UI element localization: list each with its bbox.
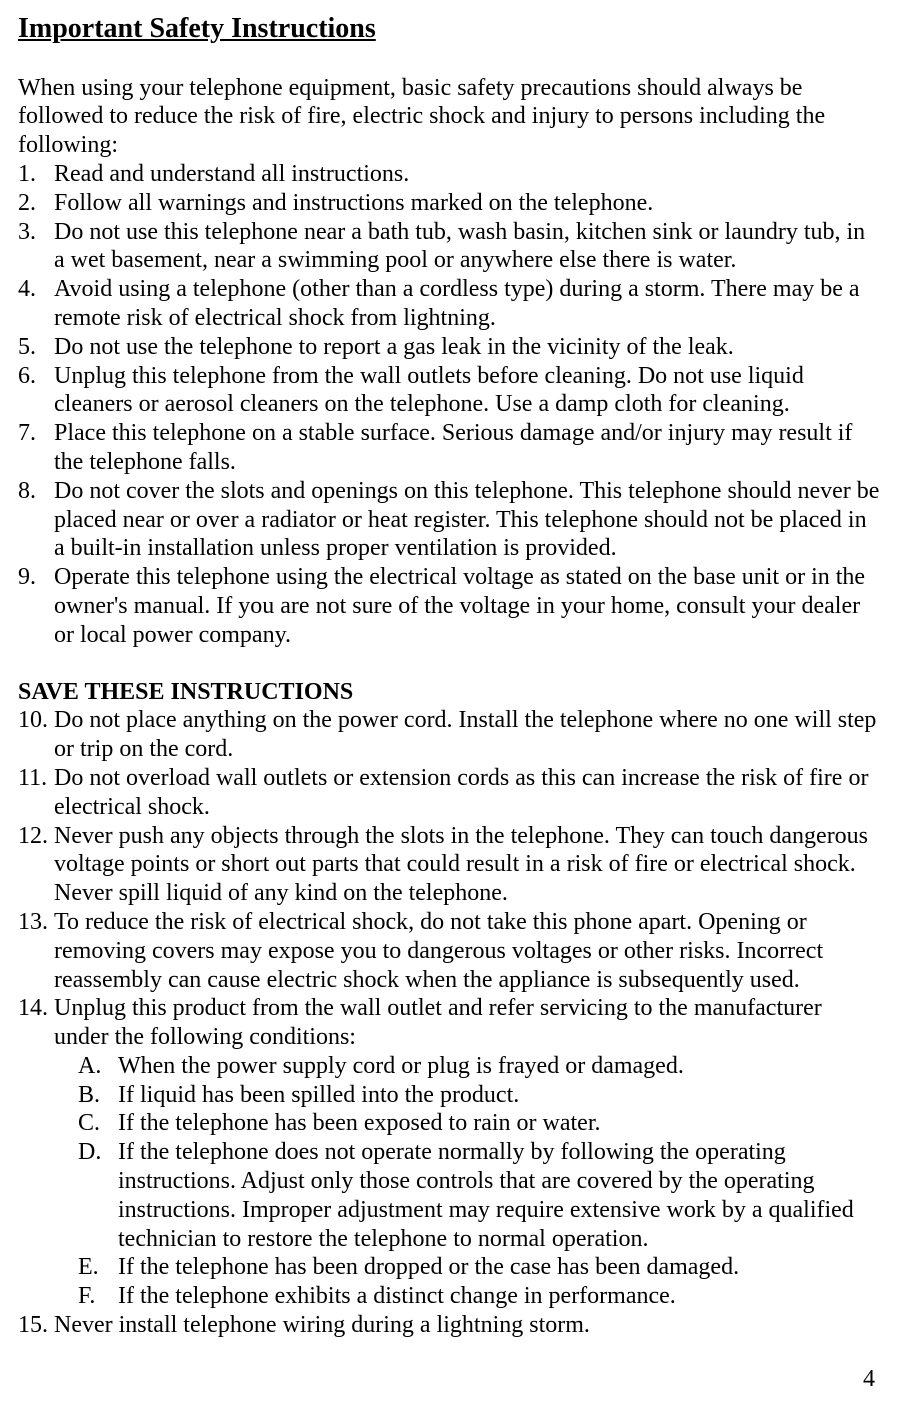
list-text: Never install telephone wiring during a … (54, 1311, 881, 1340)
save-instructions-subheading: SAVE THESE INSTRUCTIONS (18, 678, 881, 707)
list-item: 7. Place this telephone on a stable surf… (18, 419, 881, 477)
list-item: 9. Operate this telephone using the elec… (18, 563, 881, 649)
intro-paragraph: When using your telephone equipment, bas… (18, 74, 881, 160)
list-item: 8. Do not cover the slots and openings o… (18, 477, 881, 563)
sub-list-letter: E. (78, 1253, 118, 1282)
list-item: 3. Do not use this telephone near a bath… (18, 218, 881, 276)
sub-list-letter: C. (78, 1109, 118, 1138)
sub-instruction-list: A. When the power supply cord or plug is… (18, 1052, 881, 1311)
list-item: 2. Follow all warnings and instructions … (18, 189, 881, 218)
list-number: 15. (18, 1311, 54, 1340)
list-text: Never push any objects through the slots… (54, 822, 881, 908)
sub-list-item: B. If liquid has been spilled into the p… (18, 1081, 881, 1110)
list-number: 9. (18, 563, 54, 592)
list-text: Do not overload wall outlets or extensio… (54, 764, 881, 822)
sub-list-text: If liquid has been spilled into the prod… (118, 1081, 881, 1110)
list-item: 13. To reduce the risk of electrical sho… (18, 908, 881, 994)
list-number: 7. (18, 419, 54, 448)
list-text: Read and understand all instructions. (54, 160, 881, 189)
list-text: Do not place anything on the power cord.… (54, 706, 881, 764)
sub-list-item: C. If the telephone has been exposed to … (18, 1109, 881, 1138)
sub-list-text: If the telephone has been exposed to rai… (118, 1109, 881, 1138)
sub-list-item: E. If the telephone has been dropped or … (18, 1253, 881, 1282)
list-number: 5. (18, 333, 54, 362)
sub-list-letter: A. (78, 1052, 118, 1081)
list-text: Do not use the telephone to report a gas… (54, 333, 881, 362)
sub-list-text: When the power supply cord or plug is fr… (118, 1052, 881, 1081)
list-item: 10. Do not place anything on the power c… (18, 706, 881, 764)
list-number: 8. (18, 477, 54, 506)
list-item: 14. Unplug this product from the wall ou… (18, 994, 881, 1052)
list-number: 14. (18, 994, 54, 1023)
sub-list-letter: D. (78, 1138, 118, 1167)
list-item: 6. Unplug this telephone from the wall o… (18, 362, 881, 420)
list-text: Operate this telephone using the electri… (54, 563, 881, 649)
list-item: 15. Never install telephone wiring durin… (18, 1311, 881, 1340)
list-text: Avoid using a telephone (other than a co… (54, 275, 881, 333)
list-text: Unplug this telephone from the wall outl… (54, 362, 881, 420)
list-text: Place this telephone on a stable surface… (54, 419, 881, 477)
sub-list-text: If the telephone does not operate normal… (118, 1138, 881, 1253)
list-number: 1. (18, 160, 54, 189)
list-text: Unplug this product from the wall outlet… (54, 994, 881, 1052)
list-text: Follow all warnings and instructions mar… (54, 189, 881, 218)
list-text: Do not use this telephone near a bath tu… (54, 218, 881, 276)
sub-list-letter: F. (78, 1282, 118, 1311)
list-item: 5. Do not use the telephone to report a … (18, 333, 881, 362)
sub-list-text: If the telephone has been dropped or the… (118, 1253, 881, 1282)
list-number: 11. (18, 764, 54, 793)
sub-list-letter: B. (78, 1081, 118, 1110)
list-text: To reduce the risk of electrical shock, … (54, 908, 881, 994)
list-item: 4. Avoid using a telephone (other than a… (18, 275, 881, 333)
list-item: 11. Do not overload wall outlets or exte… (18, 764, 881, 822)
list-item: 1. Read and understand all instructions. (18, 160, 881, 189)
list-number: 2. (18, 189, 54, 218)
list-text: Do not cover the slots and openings on t… (54, 477, 881, 563)
sub-list-item: D. If the telephone does not operate nor… (18, 1138, 881, 1253)
instruction-list-3: 15. Never install telephone wiring durin… (18, 1311, 881, 1340)
instruction-list-1: 1. Read and understand all instructions.… (18, 160, 881, 650)
list-number: 4. (18, 275, 54, 304)
page-number: 4 (863, 1365, 875, 1394)
list-number: 10. (18, 706, 54, 735)
sub-list-item: F. If the telephone exhibits a distinct … (18, 1282, 881, 1311)
list-number: 12. (18, 822, 54, 851)
sub-list-text: If the telephone exhibits a distinct cha… (118, 1282, 881, 1311)
instruction-list-2: 10. Do not place anything on the power c… (18, 706, 881, 1052)
list-number: 13. (18, 908, 54, 937)
list-item: 12. Never push any objects through the s… (18, 822, 881, 908)
list-number: 6. (18, 362, 54, 391)
page-title: Important Safety Instructions (18, 12, 881, 46)
list-number: 3. (18, 218, 54, 247)
sub-list-item: A. When the power supply cord or plug is… (18, 1052, 881, 1081)
